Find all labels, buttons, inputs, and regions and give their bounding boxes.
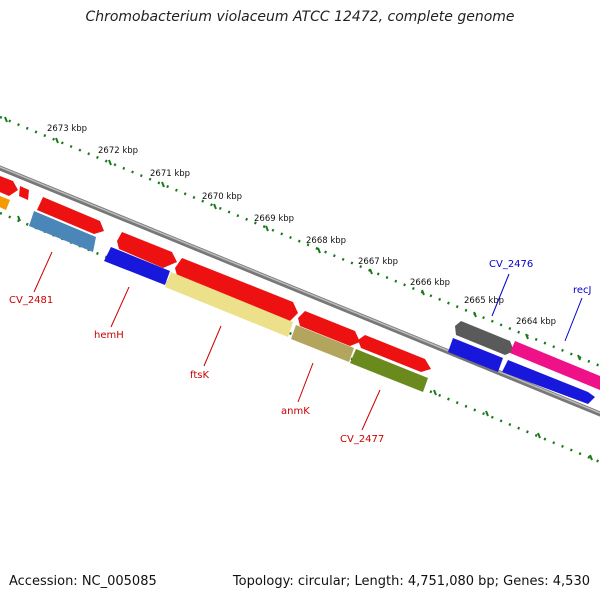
gene-feature[interactable] (19, 186, 29, 200)
ruler-label: 2673 kbp (47, 124, 87, 134)
gene-feature[interactable] (175, 258, 298, 323)
label-leader-line (564, 297, 583, 342)
gene-feature[interactable] (298, 311, 360, 346)
accession-text: Accession: NC_005085 (9, 574, 157, 589)
gene-feature[interactable] (37, 197, 104, 234)
genome-backbone-highlight (0, 166, 600, 414)
gene-label-hemh[interactable]: hemH (94, 330, 124, 341)
gene-label-anmk[interactable]: anmK (281, 406, 310, 417)
label-leader-line (33, 251, 53, 293)
gene-label-cv2477[interactable]: CV_2477 (340, 434, 384, 445)
gene-feature[interactable] (291, 325, 354, 362)
outer-ruler-major-ticks (4, 116, 581, 361)
gene-feature[interactable] (502, 360, 595, 404)
gene-label-recj[interactable]: recJ (573, 285, 592, 296)
gene-feature[interactable] (510, 341, 600, 390)
ruler-label: 2670 kbp (202, 192, 242, 202)
gene-feature[interactable] (455, 321, 514, 355)
label-leader-line (203, 325, 222, 367)
gene-feature[interactable] (104, 247, 170, 285)
gene-feature[interactable] (448, 338, 503, 372)
gene-label-cv2476[interactable]: CV_2476 (489, 259, 533, 270)
label-leader-line (110, 286, 130, 328)
gene-feature[interactable] (117, 232, 177, 268)
ruler-label: 2668 kbp (306, 236, 346, 246)
genome-summary-text: Topology: circular; Length: 4,751,080 bp… (232, 574, 590, 589)
label-leader-line (491, 273, 510, 317)
gene-feature[interactable] (0, 174, 18, 196)
gene-feature[interactable] (165, 272, 293, 337)
ruler-label: 2666 kbp (410, 278, 450, 288)
ruler-label: 2671 kbp (150, 169, 190, 179)
ruler-label: 2672 kbp (98, 146, 138, 156)
gene-label-cv2481[interactable]: CV_2481 (9, 295, 53, 306)
gene-label-ftsk[interactable]: ftsK (190, 370, 209, 381)
gene-feature[interactable] (350, 349, 428, 392)
gene-feature[interactable] (358, 335, 431, 372)
gene-feature[interactable] (29, 211, 96, 252)
map-title: Chromobacterium violaceum ATCC 12472, co… (85, 9, 515, 25)
label-leader-line (361, 389, 381, 431)
genome-backbone (0, 165, 600, 417)
ruler-label: 2665 kbp (464, 296, 504, 306)
label-leader-line (297, 362, 314, 403)
ruler-label: 2667 kbp (358, 257, 398, 267)
ruler-label: 2669 kbp (254, 214, 294, 224)
ruler-label: 2664 kbp (516, 317, 556, 327)
gene-feature[interactable] (0, 194, 10, 210)
